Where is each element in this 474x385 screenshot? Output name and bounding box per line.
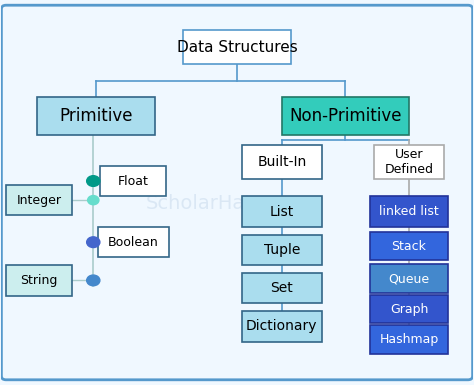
Text: String: String: [20, 274, 58, 287]
Text: Set: Set: [270, 281, 293, 295]
Text: ScholarHat: ScholarHat: [146, 194, 253, 213]
FancyBboxPatch shape: [98, 227, 169, 258]
FancyBboxPatch shape: [183, 30, 291, 64]
Circle shape: [87, 176, 100, 186]
FancyBboxPatch shape: [370, 232, 448, 260]
FancyBboxPatch shape: [282, 97, 409, 135]
FancyBboxPatch shape: [1, 5, 473, 380]
Text: Queue: Queue: [388, 272, 429, 285]
Text: Graph: Graph: [390, 303, 428, 316]
Text: Integer: Integer: [17, 194, 62, 207]
Text: User
Defined: User Defined: [384, 148, 434, 176]
FancyBboxPatch shape: [374, 145, 444, 179]
FancyBboxPatch shape: [242, 273, 322, 303]
Text: Dictionary: Dictionary: [246, 319, 318, 333]
FancyBboxPatch shape: [370, 264, 448, 293]
Text: linked list: linked list: [379, 205, 439, 218]
Text: Non-Primitive: Non-Primitive: [289, 107, 401, 125]
Text: List: List: [270, 204, 294, 219]
FancyBboxPatch shape: [370, 325, 448, 354]
Text: Primitive: Primitive: [59, 107, 132, 125]
FancyBboxPatch shape: [6, 265, 72, 296]
Text: Float: Float: [118, 174, 149, 187]
FancyBboxPatch shape: [36, 97, 155, 135]
FancyBboxPatch shape: [6, 185, 72, 216]
FancyBboxPatch shape: [242, 234, 322, 265]
Text: Boolean: Boolean: [108, 236, 159, 249]
FancyBboxPatch shape: [370, 196, 448, 227]
FancyBboxPatch shape: [242, 196, 322, 227]
FancyBboxPatch shape: [100, 166, 166, 196]
Text: Data Structures: Data Structures: [177, 40, 297, 55]
FancyBboxPatch shape: [370, 295, 448, 323]
Circle shape: [87, 275, 100, 286]
Text: Stack: Stack: [392, 239, 427, 253]
Circle shape: [87, 237, 100, 248]
Text: Tuple: Tuple: [264, 243, 300, 257]
Text: Built-In: Built-In: [257, 155, 306, 169]
FancyBboxPatch shape: [242, 311, 322, 341]
Circle shape: [88, 196, 99, 205]
Text: Hashmap: Hashmap: [379, 333, 438, 346]
FancyBboxPatch shape: [242, 145, 322, 179]
